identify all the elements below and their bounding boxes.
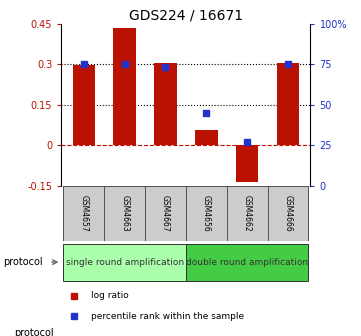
Bar (227, 186, 268, 241)
Bar (64, 186, 104, 241)
Text: GSM4667: GSM4667 (161, 195, 170, 232)
Title: GDS224 / 16671: GDS224 / 16671 (129, 8, 243, 23)
Text: GSM4663: GSM4663 (120, 195, 129, 232)
Bar (64, 244, 186, 281)
Bar (145, 186, 186, 241)
Bar (104, 186, 145, 241)
Text: single round amplification: single round amplification (66, 258, 184, 266)
Text: protocol: protocol (14, 328, 54, 336)
Text: GSM4666: GSM4666 (283, 195, 292, 232)
Bar (113, 28, 136, 145)
Text: GSM4662: GSM4662 (243, 195, 252, 232)
Text: protocol: protocol (4, 257, 43, 267)
Bar (268, 186, 308, 241)
Text: GSM4656: GSM4656 (202, 195, 211, 232)
Bar (236, 145, 258, 182)
Bar (73, 66, 95, 145)
Text: GSM4657: GSM4657 (79, 195, 88, 232)
Text: double round amplification: double round amplification (186, 258, 308, 266)
Bar (186, 186, 227, 241)
Bar (277, 63, 299, 145)
Bar (195, 130, 218, 145)
Bar (186, 244, 308, 281)
Bar (154, 63, 177, 145)
Text: percentile rank within the sample: percentile rank within the sample (91, 312, 244, 321)
Text: log ratio: log ratio (91, 291, 129, 300)
